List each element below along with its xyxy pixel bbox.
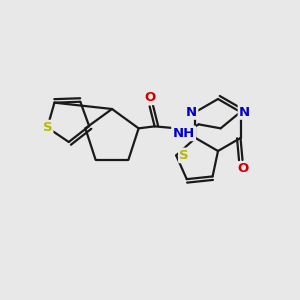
- Text: N: N: [239, 106, 250, 118]
- Text: S: S: [43, 121, 52, 134]
- Text: S: S: [179, 149, 189, 162]
- Text: NH: NH: [172, 127, 195, 140]
- Text: O: O: [144, 91, 155, 104]
- Text: O: O: [237, 163, 248, 176]
- Text: N: N: [186, 106, 197, 118]
